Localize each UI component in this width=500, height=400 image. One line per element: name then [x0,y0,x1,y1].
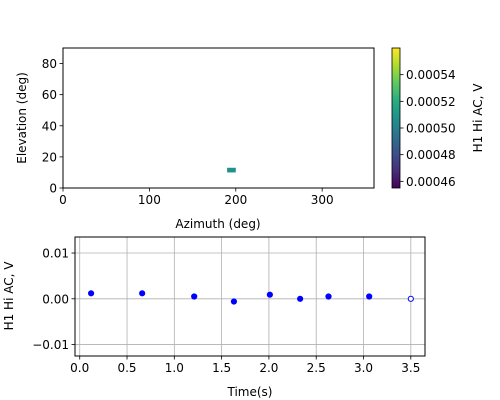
heatmap-y-axis: 0 20 40 60 80 [42,57,63,196]
colorbar-tick-label: 0.00050 [406,122,456,136]
colorbar-tick-label: 0.00054 [406,68,456,82]
heatmap-y-tick-label: 80 [42,57,57,71]
heatmap-x-tick-label: 200 [224,193,247,207]
scatter-plot-area [75,237,425,356]
colorbar-label: H1 Hi AC, V [471,83,485,153]
colorbar-tick-label: 0.00052 [406,95,456,109]
scatter-x-tick-label: 2.0 [259,361,278,375]
heatmap-x-tick-label: 300 [311,193,334,207]
scatter-x-tick-label: 2.5 [307,361,326,375]
scatter-point [407,295,414,302]
scatter-y-tick-label: 0.01 [42,247,69,261]
scatter-point [325,293,332,300]
colorbar-tick-label: 0.00048 [406,148,456,162]
scatter-x-tick-label: 3.0 [354,361,373,375]
scatter-x-tick-label: 3.5 [401,361,420,375]
colorbar-ticks: 0.00046 0.00048 0.00050 0.00052 0.00054 [400,68,456,189]
heatmap-y-tick-label: 0 [49,182,57,196]
heatmap-frame [62,47,375,189]
scatter-x-tick-label: 1.5 [212,361,231,375]
heatmap-y-tick-label: 60 [42,88,57,102]
colorbar-gradient [391,47,401,189]
scatter-point [366,293,373,300]
scatter-panel: 0.0 0.5 1.0 1.5 2.0 2.5 3.0 3.5 −0.01 0.00 0.01 T… [2,236,426,399]
scatter-x-label: Time(s) [227,385,273,399]
heatmap-x-label: Azimuth (deg) [175,217,260,231]
scatter-point [266,291,273,298]
heatmap-x-tick-label: 0 [59,193,67,207]
scatter-y-tick-label: 0.00 [42,292,69,306]
scatter-x-tick-label: 1.0 [165,361,184,375]
colorbar: 0.00046 0.00048 0.00050 0.00052 0.00054 H1 H… [391,47,485,189]
heatmap-x-tick-label: 100 [138,193,161,207]
scatter-point [139,290,146,297]
colorbar-tick-label: 0.00046 [406,175,456,189]
scatter-y-label: H1 Hi AC, V [2,261,16,331]
scatter-point [297,295,304,302]
heatmap-x-axis: 0 100 200 300 [59,188,334,207]
scatter-y-axis: −0.01 0.00 0.01 [32,247,75,352]
scatter-x-tick-label: 0.5 [117,361,136,375]
scatter-points [87,290,414,305]
heatmap-plot-area [63,48,374,188]
scatter-point [230,298,238,305]
scatter-point [191,293,198,300]
heatmap-y-tick-label: 20 [42,150,57,164]
scatter-point [87,290,95,297]
scatter-x-axis: 0.0 0.5 1.0 1.5 2.0 2.5 3.0 3.5 [70,356,420,375]
scatter-x-tick-label: 0.0 [70,361,89,375]
heatmap-cells [227,167,236,173]
heatmap-cell [227,167,236,173]
heatmap-y-label: Elevation (deg) [15,72,29,164]
scatter-y-tick-label: −0.01 [32,338,69,352]
heatmap-panel: 0 100 200 300 0 20 40 60 80 Azimuth (deg) Eleva… [15,47,375,231]
scatter-frame [74,236,426,357]
heatmap-y-tick-label: 40 [42,119,57,133]
